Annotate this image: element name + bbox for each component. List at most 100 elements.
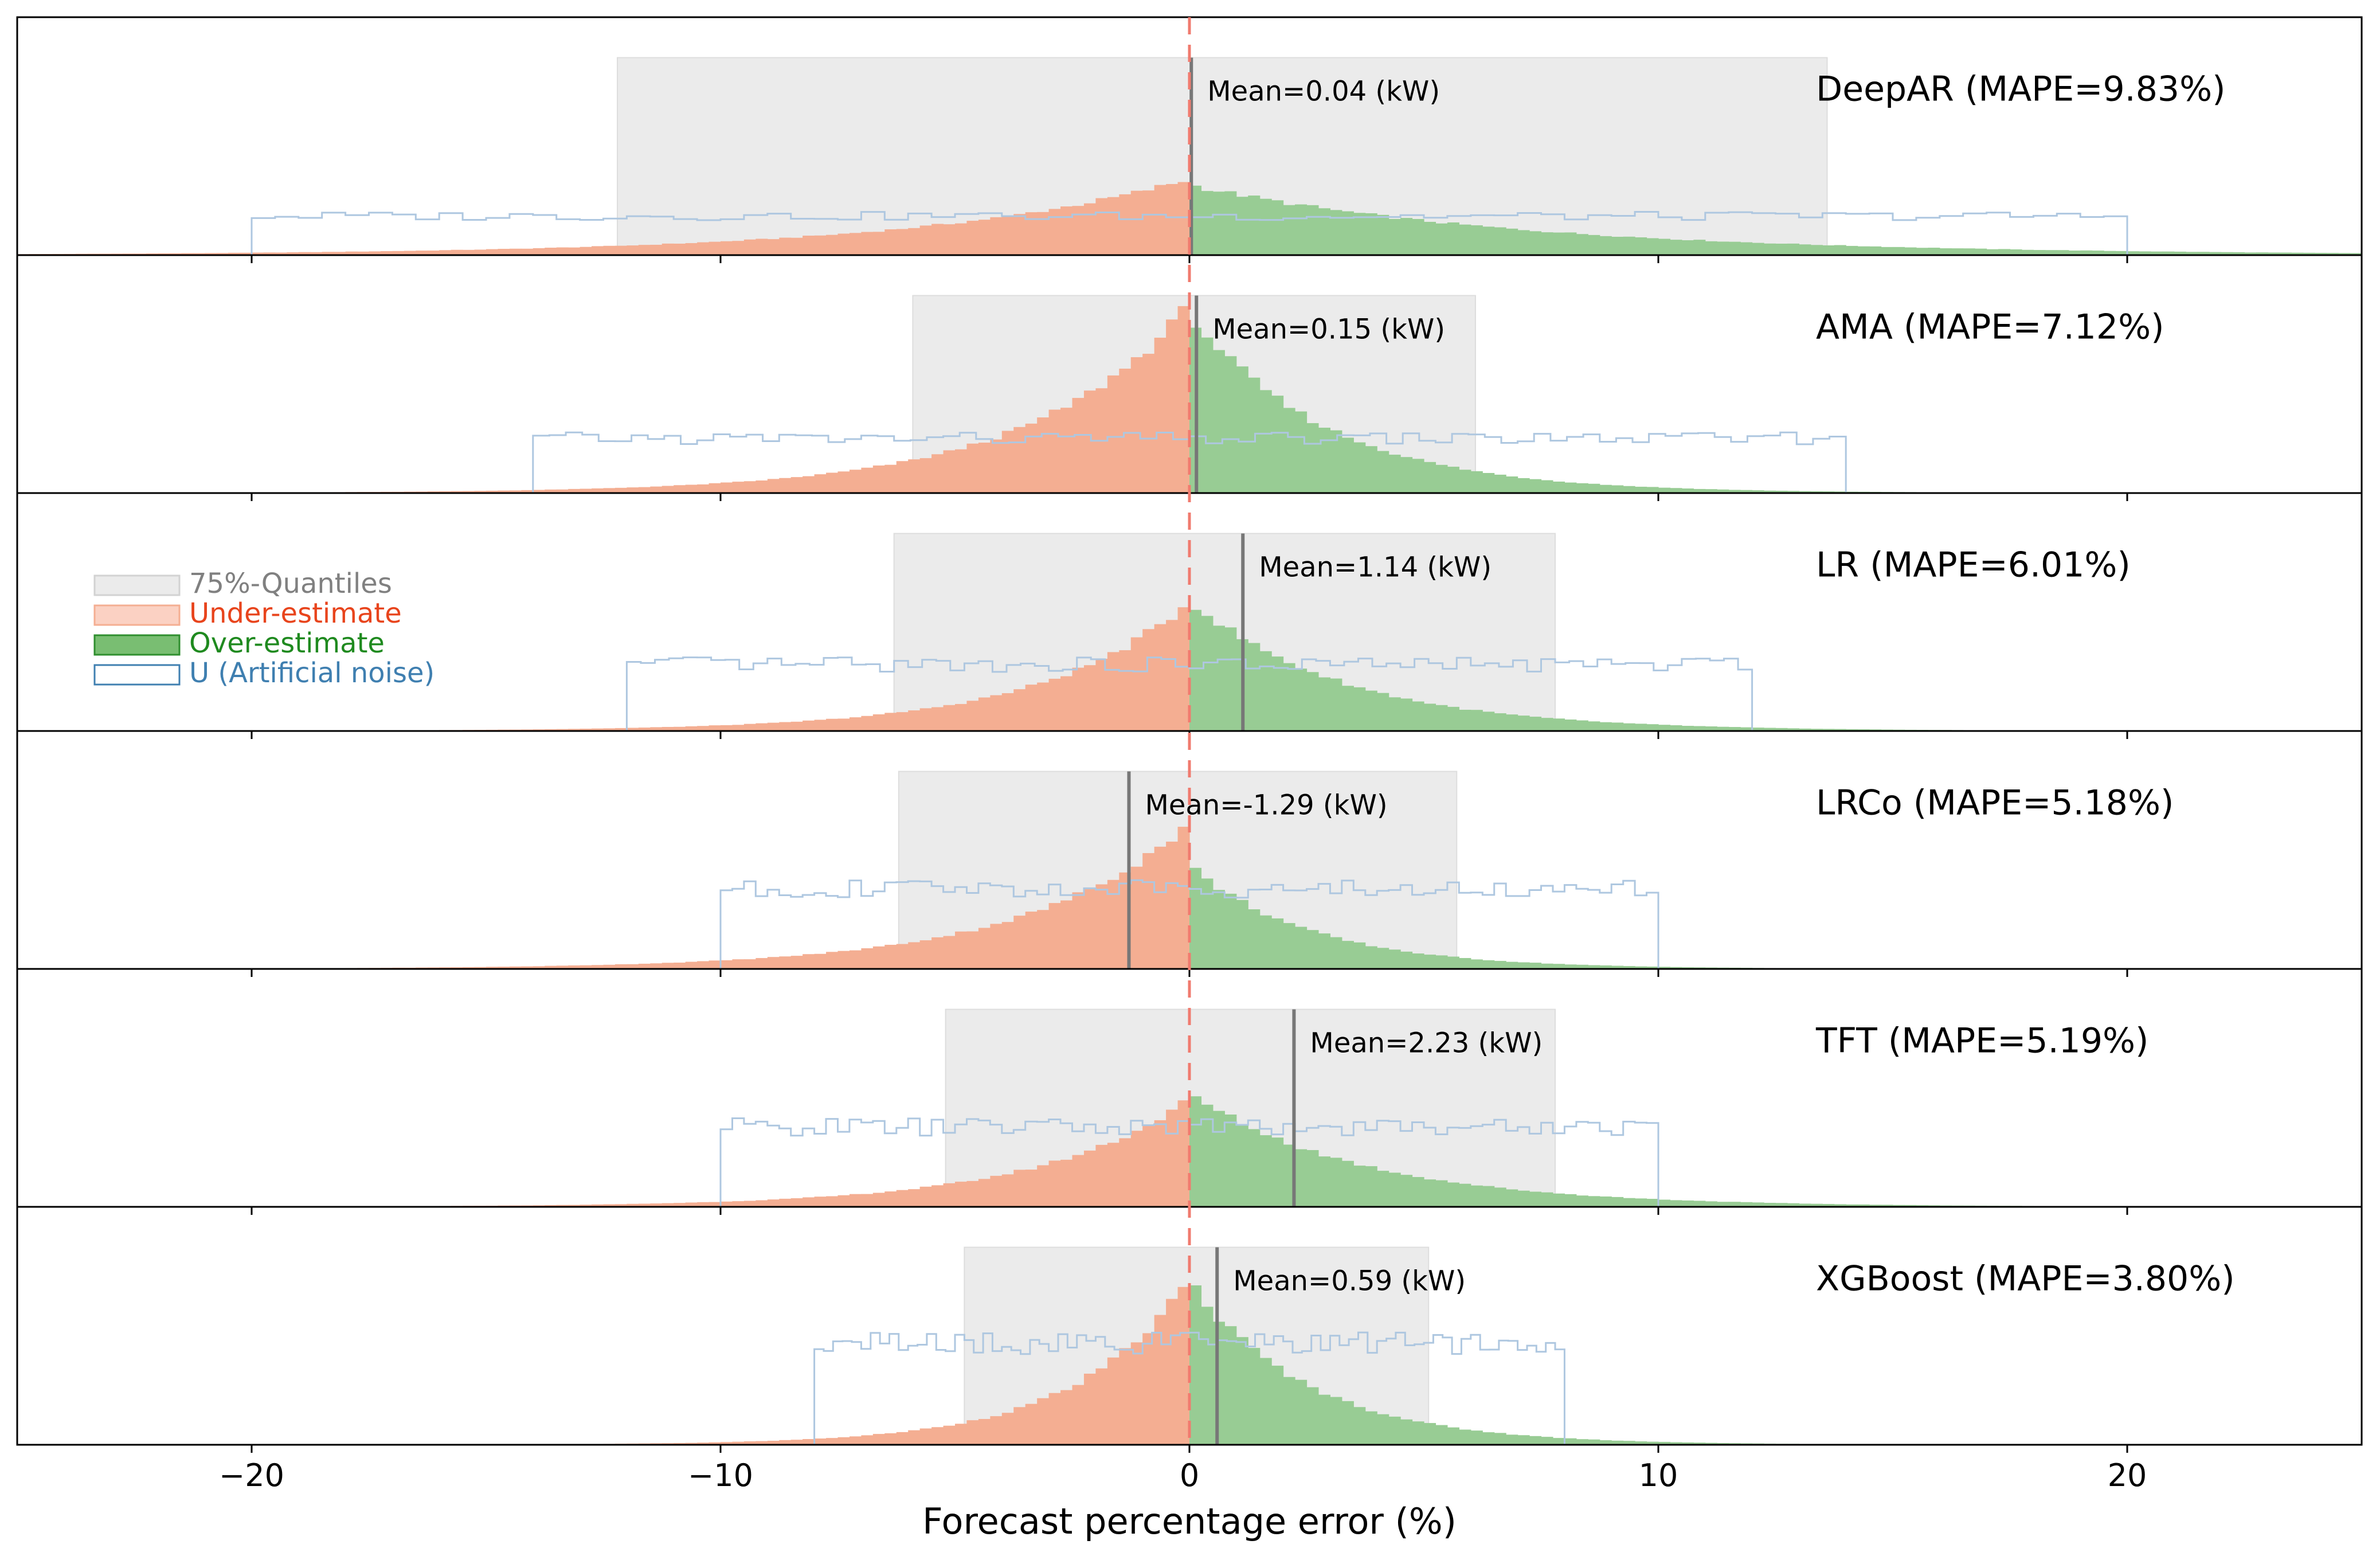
over-estimate-bar xyxy=(2045,250,2057,255)
over-estimate-bar xyxy=(1517,716,1530,731)
over-estimate-bar xyxy=(1822,1203,1835,1207)
over-estimate-bar xyxy=(1635,486,1647,493)
over-estimate-bar xyxy=(2256,252,2268,255)
under-estimate-bar xyxy=(545,965,557,969)
under-estimate-bar xyxy=(568,488,581,493)
over-estimate-bar xyxy=(1435,955,1448,969)
under-estimate-bar xyxy=(533,248,545,255)
over-estimate-bar xyxy=(1400,457,1413,493)
under-estimate-bar xyxy=(826,1196,839,1207)
under-estimate-bar xyxy=(451,491,463,493)
over-estimate-bar xyxy=(1693,240,1706,255)
over-estimate-bar xyxy=(1470,1185,1483,1207)
under-estimate-bar xyxy=(908,1430,921,1445)
under-estimate-bar xyxy=(837,1195,850,1207)
over-estimate-bar xyxy=(1482,226,1495,255)
under-estimate-bar xyxy=(661,963,674,969)
under-estimate-bar xyxy=(779,237,792,255)
under-estimate-bar xyxy=(861,716,874,731)
over-estimate-bar xyxy=(1189,1285,1202,1445)
over-estimate-bar xyxy=(1341,941,1354,969)
under-estimate-bar xyxy=(708,1442,721,1445)
over-estimate-bar xyxy=(1506,714,1518,731)
over-estimate-bar xyxy=(1541,1192,1553,1207)
x-tick-label: 10 xyxy=(1639,1457,1678,1493)
over-estimate-bar xyxy=(1599,236,1612,255)
over-estimate-bar xyxy=(2350,253,2362,255)
under-estimate-bar xyxy=(1037,417,1050,493)
under-estimate-bar xyxy=(1166,1109,1179,1207)
under-estimate-bar xyxy=(650,244,663,255)
under-estimate-bar xyxy=(931,1427,944,1445)
over-estimate-bar xyxy=(1670,488,1682,493)
under-estimate-bar xyxy=(216,253,229,255)
over-estimate-bar xyxy=(1259,651,1272,731)
over-estimate-bar xyxy=(1552,232,1565,255)
under-estimate-bar xyxy=(1154,624,1166,731)
under-estimate-bar xyxy=(884,713,897,731)
x-tick-label: −20 xyxy=(219,1457,284,1493)
panel-title: LR (MAPE=6.01%) xyxy=(1816,545,2131,585)
under-estimate-bar xyxy=(743,239,756,255)
under-estimate-bar xyxy=(721,1201,733,1207)
under-estimate-bar xyxy=(803,476,815,493)
over-estimate-bar xyxy=(1728,241,1741,255)
under-estimate-bar xyxy=(1119,369,1132,493)
under-estimate-bar xyxy=(732,725,745,731)
over-estimate-bar xyxy=(1623,486,1635,493)
under-estimate-bar xyxy=(568,1205,581,1207)
under-estimate-bar xyxy=(205,253,217,255)
over-estimate-bar xyxy=(1541,480,1553,493)
under-estimate-bar xyxy=(275,252,287,255)
under-estimate-bar xyxy=(884,229,897,255)
under-estimate-bar xyxy=(638,728,651,731)
under-estimate-bar xyxy=(638,487,651,493)
under-estimate-bar xyxy=(661,243,674,255)
over-estimate-bar xyxy=(1517,1190,1530,1207)
over-estimate-bar xyxy=(1388,949,1401,969)
under-estimate-bar xyxy=(1083,889,1096,969)
panel-title: DeepAR (MAPE=9.83%) xyxy=(1816,69,2226,109)
under-estimate-bar xyxy=(603,245,616,255)
under-estimate-bar xyxy=(263,252,276,255)
over-estimate-bar xyxy=(1975,248,1987,255)
under-estimate-bar xyxy=(756,958,768,969)
under-estimate-bar xyxy=(931,1185,944,1207)
over-estimate-bar xyxy=(1447,706,1459,731)
over-estimate-bar xyxy=(1658,967,1671,969)
under-estimate-bar xyxy=(1142,853,1155,969)
over-estimate-bar xyxy=(1459,470,1471,493)
legend-swatch-2 xyxy=(93,634,181,656)
over-estimate-bar xyxy=(1646,487,1659,493)
under-estimate-bar xyxy=(674,726,686,731)
under-estimate-bar xyxy=(661,1203,674,1207)
under-estimate-bar xyxy=(603,728,616,731)
over-estimate-bar xyxy=(1248,196,1261,255)
under-estimate-bar xyxy=(837,718,850,731)
over-estimate-bar xyxy=(1365,690,1377,731)
under-estimate-bar xyxy=(556,965,569,969)
over-estimate-bar xyxy=(1412,218,1424,255)
under-estimate-bar xyxy=(181,253,194,255)
over-estimate-bar xyxy=(1341,1401,1354,1445)
over-estimate-bar xyxy=(1893,247,1905,255)
under-estimate-bar xyxy=(521,966,534,969)
over-estimate-bar xyxy=(1998,249,2011,255)
over-estimate-bar xyxy=(2162,251,2175,255)
under-estimate-bar xyxy=(509,490,522,493)
under-estimate-bar xyxy=(1107,1143,1119,1207)
under-estimate-bar xyxy=(1013,1407,1026,1445)
legend: 75%-QuantilesUnder-estimateOver-estimate… xyxy=(93,568,434,689)
under-estimate-bar xyxy=(650,727,663,731)
under-estimate-bar xyxy=(767,722,780,731)
over-estimate-bar xyxy=(1517,230,1530,255)
over-estimate-bar xyxy=(2057,250,2069,255)
over-estimate-bar xyxy=(1693,1201,1706,1207)
over-estimate-bar xyxy=(1494,1187,1506,1207)
under-estimate-bar xyxy=(287,252,299,255)
over-estimate-bar xyxy=(1599,1440,1612,1445)
over-estimate-bar xyxy=(1576,964,1588,969)
over-estimate-bar xyxy=(1717,489,1729,493)
over-estimate-bar xyxy=(1224,191,1237,255)
under-estimate-bar xyxy=(837,471,850,493)
